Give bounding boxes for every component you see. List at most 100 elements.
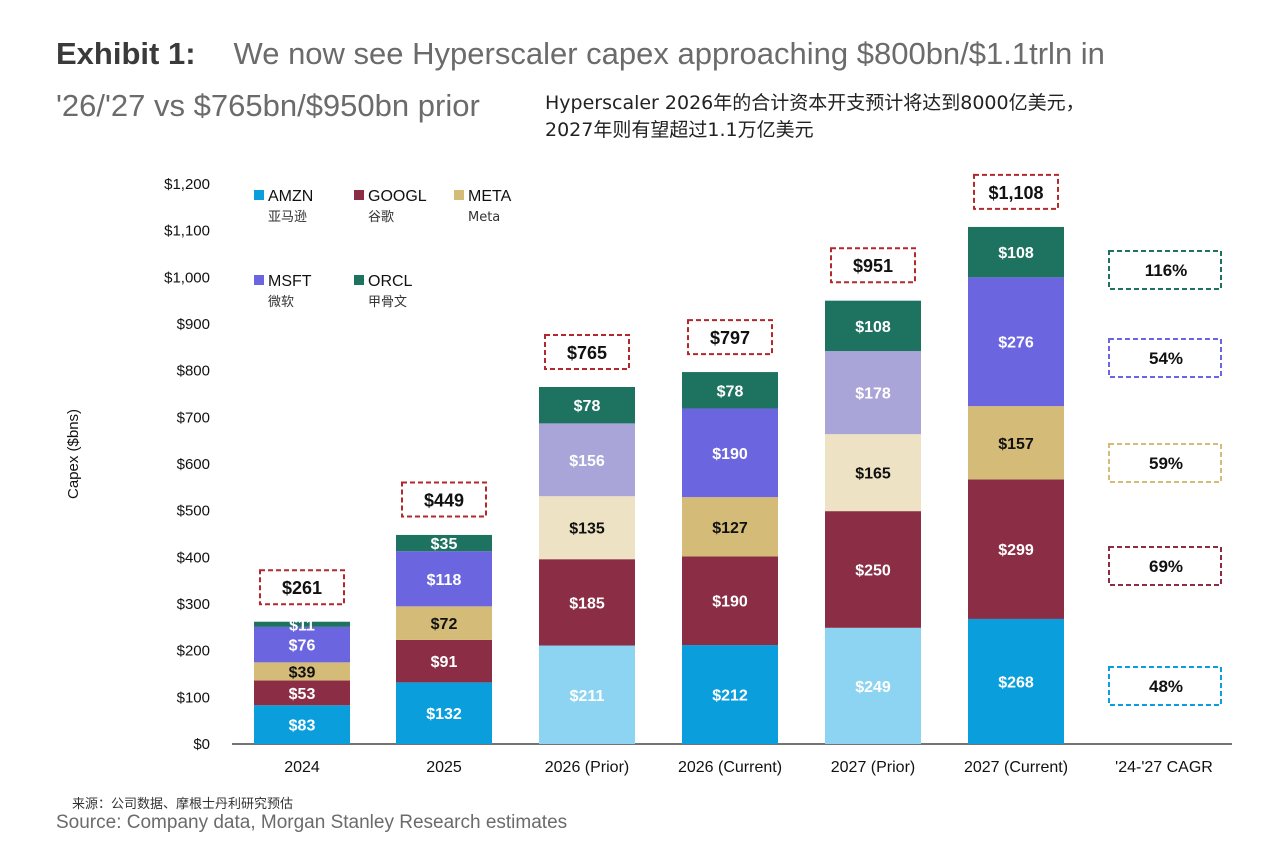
cagr-label: 69%	[1149, 557, 1183, 576]
bar-segment-orcl	[825, 300, 921, 352]
legend-label-amzn: AMZN	[268, 188, 313, 205]
bar-segment-amzn	[254, 705, 350, 744]
legend-label-cn-googl: 谷歌	[368, 210, 394, 225]
cagr-label: 59%	[1149, 454, 1183, 473]
x-tick-label-cagr: '24-'27 CAGR	[1115, 759, 1213, 776]
bar-segment-msft	[682, 408, 778, 498]
cagr-box-googl	[1108, 546, 1222, 586]
bar-segment-googl	[254, 680, 350, 706]
bar-value-label: $78	[717, 383, 744, 400]
y-axis-label: Capex ($bns)	[65, 409, 82, 499]
total-label: $449	[424, 490, 464, 510]
bar-segment-orcl	[254, 621, 350, 627]
legend-swatch-meta	[454, 190, 464, 200]
bar-value-label: $127	[712, 520, 748, 537]
x-tick-label: 2027 (Prior)	[831, 759, 915, 776]
title-text-1: We now see Hyperscaler capex approaching…	[233, 36, 1105, 71]
bar-value-label: $83	[289, 718, 316, 735]
bar-value-label: $268	[998, 674, 1034, 691]
legend-label-cn-amzn: 亚马逊	[268, 210, 307, 225]
cagr-box-amzn	[1108, 666, 1222, 706]
bar-segment-orcl	[968, 226, 1064, 278]
bar-segment-orcl	[396, 534, 492, 552]
y-tick-label: $300	[177, 596, 210, 613]
bar-segment-amzn	[539, 645, 635, 744]
legend-swatch-orcl	[354, 275, 364, 285]
cagr-label: 54%	[1149, 349, 1183, 368]
x-tick-label: 2027 (Current)	[964, 759, 1068, 776]
subtitle-cn-2: 2027年则有望超过1.1万亿美元	[545, 119, 814, 141]
legend-swatch-msft	[254, 275, 264, 285]
y-tick-label: $1,100	[164, 223, 210, 240]
cagr-label: 116%	[1145, 261, 1188, 280]
x-tick-label: 2026 (Prior)	[545, 759, 629, 776]
bar-value-label: $11	[289, 617, 315, 634]
bar-value-label: $132	[426, 706, 462, 723]
bar-value-label: $91	[431, 654, 458, 671]
x-tick-label: 2026 (Current)	[678, 759, 782, 776]
bar-value-label: $135	[569, 521, 605, 538]
legend-label-cn-meta: Meta	[468, 210, 500, 225]
bar-segment-googl	[968, 479, 1064, 619]
bar-segment-msft	[396, 551, 492, 607]
cagr-box-msft	[1108, 338, 1222, 378]
bar-segment-meta	[968, 406, 1064, 480]
bar-segment-amzn	[682, 645, 778, 744]
legend-swatch-amzn	[254, 190, 264, 200]
bar-value-label: $39	[289, 664, 316, 681]
subtitle-cn-1: Hyperscaler 2026年的合计资本开支预计将达到8000亿美元，	[545, 92, 1085, 114]
legend-label-orcl: ORCL	[368, 273, 413, 290]
legend-label-cn-orcl: 甲骨文	[368, 295, 407, 310]
y-tick-label: $400	[177, 549, 210, 566]
legend-label-googl: GOOGL	[368, 188, 427, 205]
bar-value-label: $178	[855, 386, 891, 403]
total-label: $797	[710, 328, 750, 348]
cagr-box-meta	[1108, 443, 1222, 483]
bar-segment-meta	[396, 606, 492, 640]
bar-value-label: $249	[855, 679, 891, 696]
source-en: Source: Company data, Morgan Stanley Res…	[56, 812, 568, 833]
total-label: $1,108	[988, 183, 1043, 203]
bar-value-label: $165	[855, 466, 891, 483]
total-label: $261	[282, 578, 322, 598]
bar-segment-msft	[539, 423, 635, 497]
title-line-2: '26/'27 vs $765bn/$950bn prior	[56, 88, 480, 123]
legend-label-msft: MSFT	[268, 273, 312, 290]
y-tick-label: $1,000	[164, 269, 210, 286]
bar-segment-amzn	[396, 682, 492, 744]
bar-value-label: $118	[427, 572, 462, 589]
total-label: $765	[567, 343, 607, 363]
bar-segment-googl	[682, 556, 778, 646]
total-box	[401, 481, 487, 518]
exhibit-label: Exhibit 1:	[56, 36, 196, 71]
bar-value-label: $190	[712, 594, 748, 611]
bar-segment-meta	[682, 497, 778, 557]
bar-segment-orcl	[682, 372, 778, 409]
cagr-box-orcl	[1108, 250, 1222, 290]
bar-segment-meta	[254, 662, 350, 681]
bar-segment-googl	[396, 639, 492, 683]
legend-label-meta: META	[468, 188, 512, 205]
bar-value-label: $72	[431, 616, 458, 633]
bar-value-label: $250	[855, 562, 891, 579]
total-box	[973, 173, 1059, 210]
legend-swatch-googl	[354, 190, 364, 200]
title-line-1: Exhibit 1: We now see Hyperscaler capex a…	[56, 36, 1105, 72]
total-box	[544, 334, 630, 370]
bar-value-label: $53	[289, 686, 316, 703]
bar-value-label: $299	[998, 542, 1034, 559]
cagr-label: 48%	[1149, 677, 1183, 696]
y-tick-label: $800	[177, 363, 210, 380]
bar-value-label: $211	[570, 688, 605, 705]
bar-value-label: $156	[569, 453, 605, 470]
bar-value-label: $78	[574, 398, 601, 415]
bar-segment-msft	[825, 351, 921, 435]
bar-segment-orcl	[539, 387, 635, 424]
bar-value-label: $35	[431, 536, 458, 553]
y-tick-label: $100	[177, 689, 210, 706]
bar-value-label: $76	[289, 638, 316, 655]
bar-value-label: $190	[712, 446, 748, 463]
y-tick-label: $700	[177, 409, 210, 426]
bar-segment-msft	[968, 277, 1064, 407]
total-box	[687, 319, 773, 356]
